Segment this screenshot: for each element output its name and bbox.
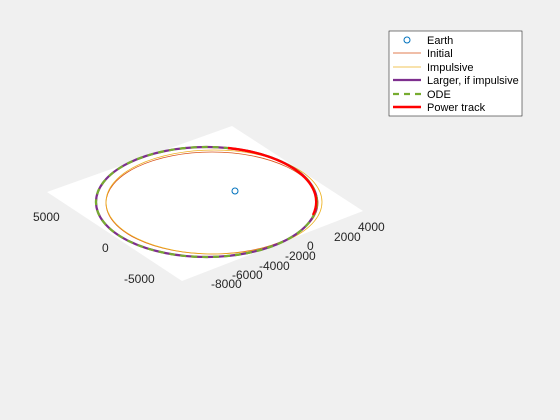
series-earth-marker: [231, 187, 239, 195]
y-tick-label: 0: [102, 241, 109, 255]
series-impulsive-line: [105, 149, 323, 255]
orbit-traces: [94, 145, 323, 259]
legend: Earth Initial Impulsive Larger, if impul…: [388, 30, 523, 117]
x-tick-label: -4000: [259, 259, 290, 273]
legend-item: Earth: [403, 35, 453, 47]
legend-item: ODE: [393, 89, 451, 101]
x-tick-label: -2000: [285, 249, 316, 263]
legend-item: Larger, if impulsive: [393, 75, 519, 87]
x-tick-label: 2000: [334, 230, 361, 244]
series-power-track-line: [227, 146, 318, 216]
x-tick-label: -8000: [211, 277, 242, 291]
legend-item: Power track: [393, 102, 486, 114]
x-tick-labels: -8000 -6000 -4000 -2000 0 2000 4000: [211, 220, 385, 291]
legend-item: Impulsive: [393, 62, 473, 74]
legend-label: Power track: [427, 102, 486, 114]
legend-label: Impulsive: [427, 62, 473, 74]
x-tick-label: 4000: [358, 220, 385, 234]
y-tick-labels: -5000 0 5000: [33, 210, 155, 286]
x-tick-label: 0: [307, 239, 314, 253]
legend-label: Earth: [427, 35, 453, 47]
legend-item: Initial: [393, 48, 453, 60]
legend-label: ODE: [427, 89, 451, 101]
x-tick-label: -6000: [232, 268, 263, 282]
legend-earth-marker-icon: [403, 36, 411, 44]
y-tick-label: -5000: [124, 272, 155, 286]
legend-label: Initial: [427, 48, 453, 60]
legend-box: [388, 30, 523, 117]
y-tick-label: 5000: [33, 210, 60, 224]
legend-label: Larger, if impulsive: [427, 75, 519, 87]
